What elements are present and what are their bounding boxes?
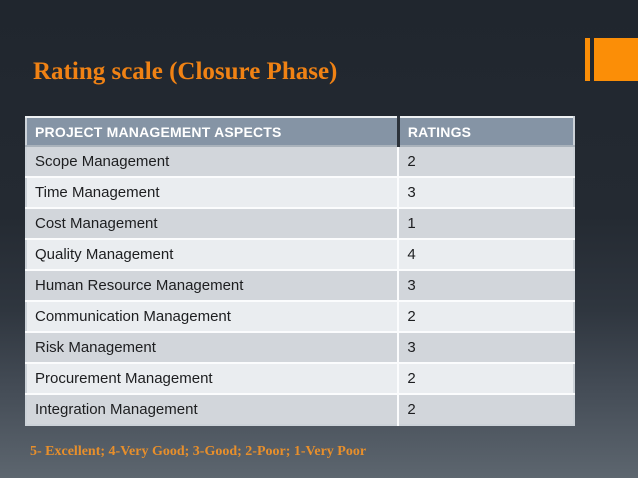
rating-cell: 2 xyxy=(398,362,574,394)
rating-cell: 2 xyxy=(398,300,574,332)
column-header-ratings: RATINGS xyxy=(398,117,574,147)
accent-bar-wide xyxy=(594,38,638,81)
table-row: Time Management 3 xyxy=(26,176,574,208)
rating-table-body: Scope Management 2 Time Management 3 Cos… xyxy=(26,146,574,425)
rating-cell: 3 xyxy=(398,331,574,363)
aspect-cell: Communication Management xyxy=(26,300,400,332)
table-row: Communication Management 2 xyxy=(26,300,574,332)
aspect-cell: Procurement Management xyxy=(26,362,400,394)
table-row: Cost Management 1 xyxy=(26,207,574,239)
column-header-aspects: PROJECT MANAGEMENT ASPECTS xyxy=(26,117,400,147)
aspect-cell: Integration Management xyxy=(26,393,400,425)
rating-cell: 3 xyxy=(398,269,574,301)
slide-title: Rating scale (Closure Phase) xyxy=(33,58,338,85)
rating-cell: 3 xyxy=(398,176,574,208)
rating-cell: 4 xyxy=(398,238,574,270)
table-row: Scope Management 2 xyxy=(26,146,574,177)
rating-cell: 1 xyxy=(398,207,574,239)
table-row: Quality Management 4 xyxy=(26,238,574,270)
table-row: Risk Management 3 xyxy=(26,331,574,363)
rating-table: PROJECT MANAGEMENT ASPECTS RATINGS Scope… xyxy=(25,116,575,426)
aspect-cell: Quality Management xyxy=(26,238,400,270)
aspect-cell: Risk Management xyxy=(26,331,400,363)
rating-legend: 5- Excellent; 4-Very Good; 3-Good; 2-Poo… xyxy=(30,444,367,459)
rating-cell: 2 xyxy=(398,146,574,177)
accent-bar-thin xyxy=(585,38,590,81)
aspect-cell: Time Management xyxy=(26,176,400,208)
table-row: Integration Management 2 xyxy=(26,393,574,425)
aspect-cell: Cost Management xyxy=(26,207,400,239)
table-header-row: PROJECT MANAGEMENT ASPECTS RATINGS xyxy=(26,117,574,147)
table-row: Human Resource Management 3 xyxy=(26,269,574,301)
table-row: Procurement Management 2 xyxy=(26,362,574,394)
aspect-cell: Human Resource Management xyxy=(26,269,400,301)
rating-cell: 2 xyxy=(398,393,574,425)
aspect-cell: Scope Management xyxy=(26,146,400,177)
